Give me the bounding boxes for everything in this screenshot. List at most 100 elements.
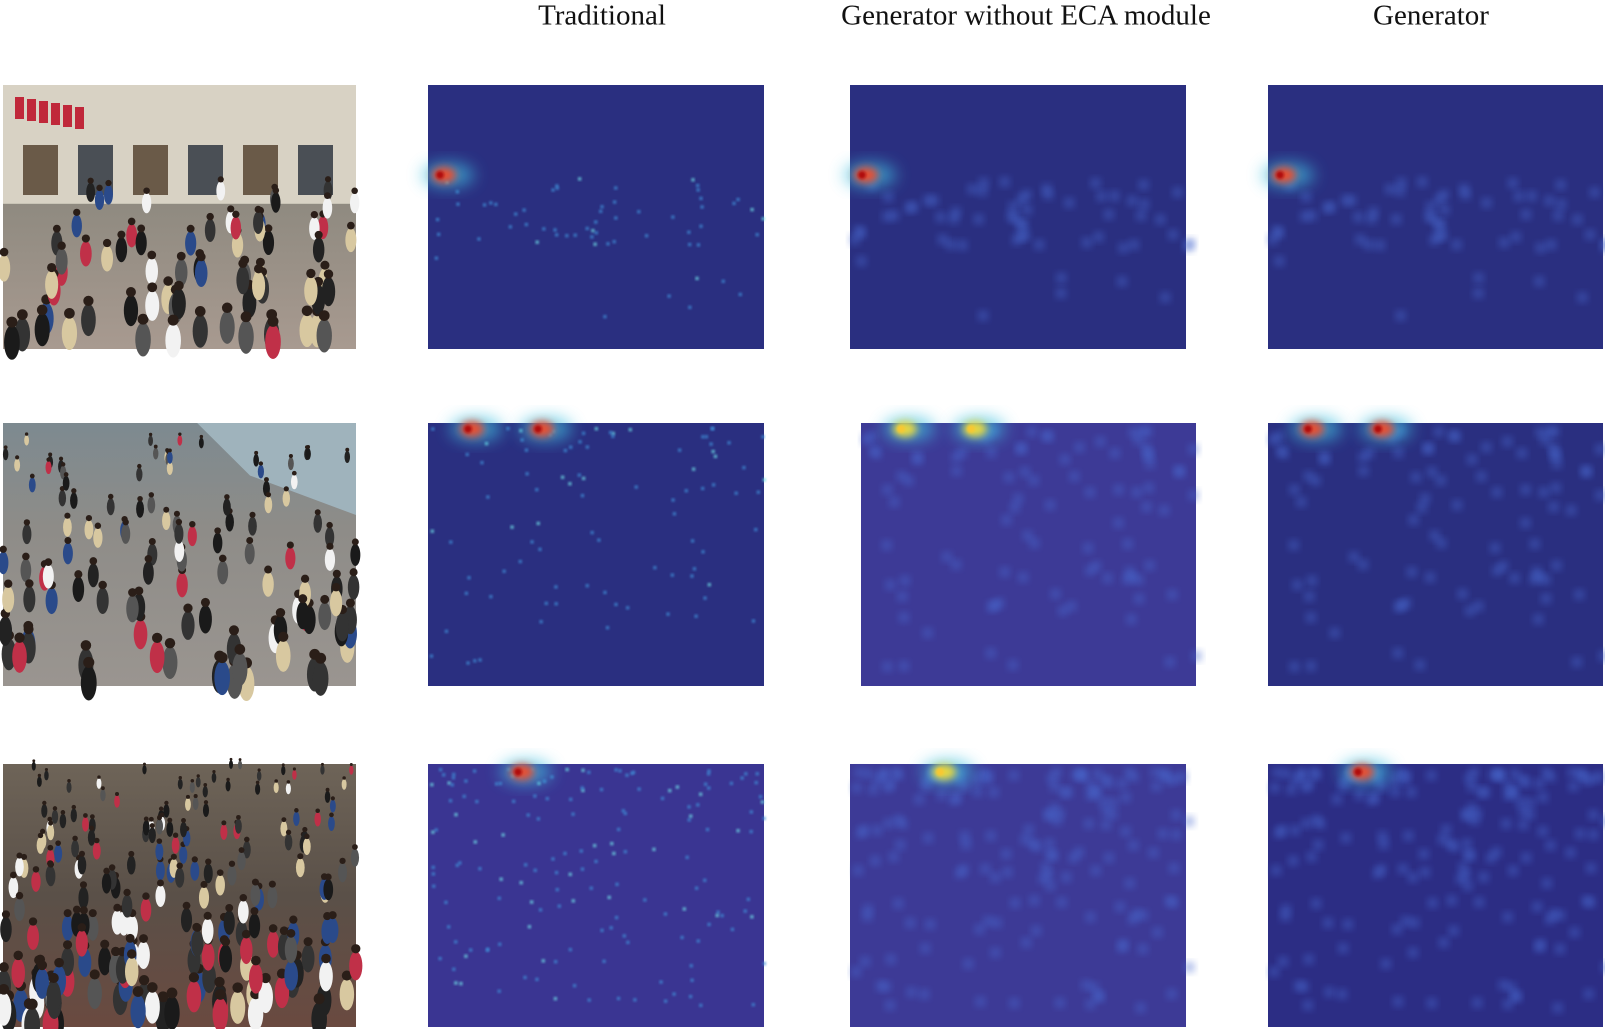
person-head	[181, 817, 186, 823]
density-spot	[1054, 809, 1064, 819]
density-spot	[1396, 178, 1406, 188]
person-head	[212, 770, 216, 774]
person	[175, 867, 185, 888]
person-head	[291, 470, 297, 476]
person-head	[303, 937, 313, 947]
density-spot	[1572, 214, 1582, 224]
person	[344, 450, 351, 464]
density-spot	[1502, 437, 1512, 447]
density-spot	[1101, 820, 1111, 830]
density-spot	[1401, 916, 1411, 926]
density-spot	[727, 441, 731, 445]
density-spot	[1518, 807, 1528, 817]
density-spot	[1409, 918, 1419, 928]
density-spot	[599, 209, 603, 213]
person	[267, 886, 278, 909]
density-spot	[1010, 898, 1020, 908]
density-spot	[498, 782, 502, 786]
density-spot	[664, 999, 668, 1003]
person	[273, 781, 279, 794]
person-head	[228, 625, 239, 636]
density-spot	[905, 918, 915, 928]
density-spot	[1143, 450, 1153, 460]
person	[2, 586, 15, 613]
person-head	[203, 911, 212, 920]
density-spot	[1169, 863, 1179, 873]
person-head	[281, 763, 285, 767]
density-spot	[1546, 240, 1556, 250]
density-spot	[585, 584, 589, 588]
person	[244, 542, 255, 565]
density-spot	[1595, 444, 1605, 454]
density-spot	[1164, 775, 1174, 785]
density-spot	[1527, 191, 1537, 201]
person	[219, 310, 235, 344]
density-spot	[986, 648, 996, 658]
density-spot	[1175, 467, 1185, 477]
density-spot	[1009, 770, 1019, 780]
density-spot	[1426, 202, 1436, 212]
density-spot	[645, 234, 649, 238]
person-head	[102, 238, 112, 248]
density-spot	[1392, 924, 1402, 934]
density-spot	[510, 525, 514, 529]
person	[100, 789, 106, 802]
density-spot	[1134, 594, 1144, 604]
person-head	[47, 844, 54, 851]
person	[45, 460, 52, 475]
density-spot	[1158, 829, 1168, 839]
person-head	[28, 917, 38, 926]
person-head	[268, 880, 276, 888]
person	[153, 447, 159, 460]
person	[140, 898, 152, 922]
density-spot	[1274, 256, 1284, 266]
density-spot	[1029, 538, 1039, 548]
density-spot	[530, 900, 534, 904]
density-spot	[983, 916, 993, 926]
person-head	[240, 311, 252, 323]
person-head	[47, 816, 53, 822]
density-spot	[1461, 870, 1471, 880]
density-spot	[1544, 196, 1554, 206]
person	[31, 871, 41, 892]
density-spot	[1168, 230, 1178, 240]
person	[321, 276, 336, 307]
density-spot	[1002, 515, 1012, 525]
person-head	[80, 640, 92, 651]
person-head	[63, 909, 72, 918]
density-spot	[483, 203, 487, 207]
person-head	[78, 850, 86, 857]
person-head	[320, 594, 330, 604]
density-spot	[1148, 848, 1158, 858]
person-head	[137, 463, 142, 469]
density-spot	[464, 591, 468, 595]
density-spot	[671, 498, 675, 502]
person	[230, 216, 242, 240]
person-head	[127, 217, 136, 226]
density-spot	[609, 431, 613, 435]
person	[78, 886, 89, 910]
density-spot	[684, 489, 688, 493]
person	[220, 824, 228, 840]
density-spot	[856, 828, 866, 838]
density-spot	[555, 233, 559, 237]
density-spot	[615, 882, 619, 886]
density-spot	[1472, 809, 1482, 819]
person-head	[158, 806, 164, 812]
person	[324, 548, 336, 571]
density-spot	[692, 467, 696, 471]
person	[166, 821, 174, 837]
person	[11, 958, 26, 988]
density-spot	[1503, 781, 1513, 791]
person	[285, 782, 291, 795]
density-peak	[936, 768, 944, 776]
density-spot	[1137, 427, 1147, 437]
person-head	[157, 815, 162, 821]
density-spot	[1304, 591, 1314, 601]
density-spot	[978, 769, 988, 779]
density-spot	[1131, 909, 1141, 919]
person	[174, 523, 184, 544]
density-spot	[696, 184, 700, 188]
person	[217, 560, 229, 585]
person	[4, 325, 20, 360]
